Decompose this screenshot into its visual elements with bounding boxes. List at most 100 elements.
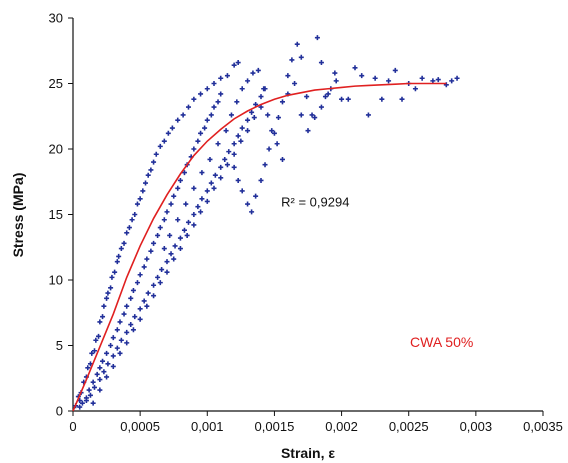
data-point bbox=[185, 104, 191, 110]
data-point bbox=[114, 327, 120, 333]
data-point bbox=[96, 333, 102, 339]
data-point bbox=[224, 162, 230, 168]
data-point bbox=[124, 340, 130, 346]
data-point bbox=[274, 141, 280, 147]
data-point bbox=[392, 67, 398, 73]
x-tick-label: 0,0025 bbox=[389, 419, 429, 434]
data-point bbox=[419, 75, 425, 81]
r-squared-label: R² = 0,9294 bbox=[281, 195, 349, 210]
data-point bbox=[169, 125, 175, 131]
data-point bbox=[128, 322, 134, 328]
y-tick-label: 15 bbox=[49, 207, 63, 222]
data-point bbox=[175, 185, 181, 191]
data-point bbox=[77, 404, 83, 410]
data-point bbox=[121, 311, 127, 317]
data-point bbox=[105, 290, 111, 296]
data-point bbox=[239, 188, 245, 194]
data-point bbox=[100, 314, 106, 320]
data-point bbox=[386, 78, 392, 84]
data-point bbox=[151, 293, 157, 299]
data-point bbox=[231, 62, 237, 68]
data-point bbox=[271, 130, 277, 136]
data-point bbox=[204, 86, 210, 92]
data-point bbox=[165, 130, 171, 136]
data-point bbox=[352, 65, 358, 71]
data-point bbox=[151, 282, 157, 288]
data-point bbox=[124, 230, 130, 236]
data-point bbox=[359, 73, 365, 79]
data-point bbox=[132, 212, 138, 217]
data-point bbox=[121, 240, 127, 246]
x-tick-label: 0,0015 bbox=[255, 419, 295, 434]
x-tick-label: 0,002 bbox=[325, 419, 358, 434]
x-tick-label: 0,001 bbox=[191, 419, 224, 434]
data-point bbox=[87, 392, 93, 398]
data-point bbox=[151, 240, 157, 246]
x-tick-label: 0 bbox=[69, 419, 76, 434]
data-point bbox=[226, 149, 232, 155]
y-tick-label: 30 bbox=[49, 11, 63, 26]
data-point bbox=[141, 298, 147, 304]
data-point bbox=[231, 151, 237, 157]
data-point bbox=[124, 329, 130, 335]
data-points bbox=[73, 35, 460, 410]
data-point bbox=[100, 358, 106, 364]
data-point bbox=[443, 82, 449, 88]
data-point bbox=[164, 269, 170, 275]
data-point bbox=[148, 248, 154, 254]
y-tick-label: 0 bbox=[56, 404, 63, 419]
data-point bbox=[191, 212, 197, 217]
data-point bbox=[309, 112, 315, 118]
data-point bbox=[265, 112, 271, 118]
y-tick-label: 5 bbox=[56, 338, 63, 353]
data-point bbox=[151, 159, 157, 165]
data-point bbox=[114, 345, 120, 351]
data-point bbox=[258, 94, 264, 100]
data-point bbox=[137, 316, 143, 322]
data-point bbox=[314, 35, 320, 41]
data-point bbox=[207, 156, 213, 162]
data-point bbox=[345, 96, 351, 102]
data-point bbox=[218, 91, 224, 97]
data-point bbox=[449, 78, 455, 84]
data-point bbox=[245, 201, 251, 207]
data-point bbox=[304, 94, 310, 100]
data-point bbox=[185, 219, 191, 225]
data-point bbox=[126, 225, 132, 231]
data-point bbox=[198, 91, 204, 97]
fit-curve bbox=[72, 82, 447, 412]
data-point bbox=[258, 104, 264, 110]
data-point bbox=[134, 201, 140, 207]
data-point bbox=[104, 374, 110, 380]
data-point bbox=[199, 170, 205, 176]
data-point bbox=[454, 75, 460, 81]
data-point bbox=[108, 343, 114, 348]
data-point bbox=[211, 185, 217, 191]
data-point bbox=[294, 41, 300, 47]
data-point bbox=[183, 201, 189, 207]
data-point bbox=[101, 369, 107, 375]
data-point bbox=[298, 54, 304, 60]
data-point bbox=[124, 303, 130, 309]
data-point bbox=[238, 138, 244, 144]
plot-area: 0 5 10 15 20 25 30 0 0,0005 0,001 0,0015 0,002 0,00… bbox=[49, 11, 563, 435]
data-point bbox=[249, 209, 255, 215]
data-point bbox=[177, 235, 183, 241]
data-point bbox=[141, 264, 147, 270]
data-point bbox=[266, 146, 272, 152]
data-point bbox=[198, 130, 204, 136]
data-point bbox=[117, 350, 123, 356]
data-point bbox=[399, 96, 405, 102]
data-point bbox=[137, 196, 143, 202]
data-point bbox=[430, 78, 436, 84]
data-point bbox=[90, 400, 96, 406]
data-point bbox=[235, 177, 241, 183]
data-point bbox=[168, 251, 174, 257]
data-point bbox=[258, 177, 264, 183]
data-point bbox=[199, 196, 205, 202]
data-point bbox=[262, 162, 268, 168]
data-point bbox=[333, 78, 339, 84]
data-point bbox=[90, 379, 96, 385]
data-point bbox=[275, 115, 281, 121]
data-point bbox=[202, 125, 208, 131]
